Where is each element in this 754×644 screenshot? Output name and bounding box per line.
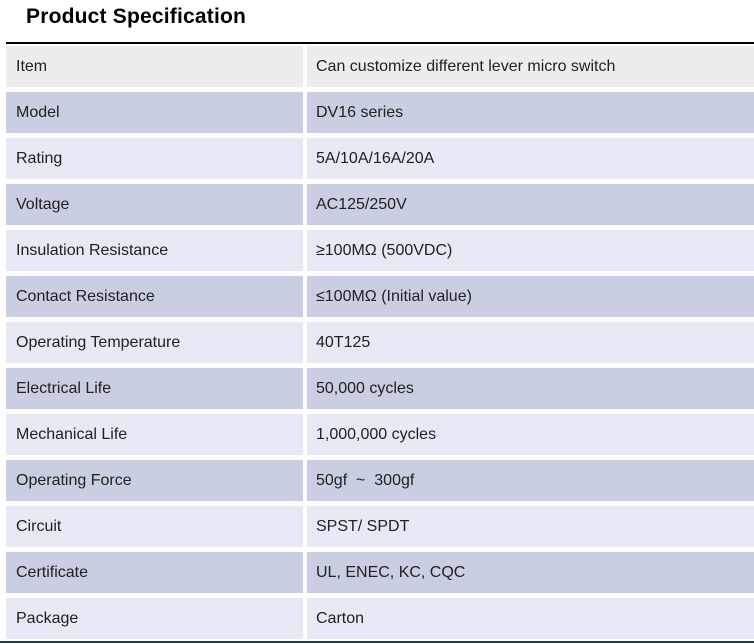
spec-row-operating-force: Operating Force 50gf ~ 300gf [6,460,754,501]
spec-label: Item [6,46,303,87]
spec-label: Circuit [6,506,303,547]
spec-value: 5A/10A/16A/20A [307,138,754,179]
spec-row-electrical-life: Electrical Life 50,000 cycles [6,368,754,409]
spec-row-model: Model DV16 series [6,92,754,133]
spec-row-certificate: Certificate UL, ENEC, KC, CQC [6,552,754,593]
spec-label: Mechanical Life [6,414,303,455]
spec-value: 40T125 [307,322,754,363]
spec-value: ≤100MΩ (Initial value) [307,276,754,317]
spec-value: Carton [307,598,754,639]
spec-label: Electrical Life [6,368,303,409]
spec-label: Certificate [6,552,303,593]
spec-row-mechanical-life: Mechanical Life 1,000,000 cycles [6,414,754,455]
spec-value: Can customize different lever micro swit… [307,46,754,87]
page-title: Product Specification [26,5,247,28]
spec-row-voltage: Voltage AC125/250V [6,184,754,225]
spec-table: Item Can customize different lever micro… [6,42,754,639]
spec-row-rating: Rating 5A/10A/16A/20A [6,138,754,179]
spec-label: Voltage [6,184,303,225]
spec-row-contact-resistance: Contact Resistance ≤100MΩ (Initial value… [6,276,754,317]
spec-value: 50,000 cycles [307,368,754,409]
spec-label: Model [6,92,303,133]
spec-row-operating-temperature: Operating Temperature 40T125 [6,322,754,363]
spec-value: 50gf ~ 300gf [307,460,754,501]
spec-value: DV16 series [307,92,754,133]
spec-row-package: Package Carton [6,598,754,639]
spec-label: Contact Resistance [6,276,303,317]
spec-label: Operating Temperature [6,322,303,363]
spec-value: SPST/ SPDT [307,506,754,547]
spec-label: Operating Force [6,460,303,501]
spec-value: ≥100MΩ (500VDC) [307,230,754,271]
spec-label: Insulation Resistance [6,230,303,271]
spec-label: Package [6,598,303,639]
spec-row-insulation-resistance: Insulation Resistance ≥100MΩ (500VDC) [6,230,754,271]
spec-row-circuit: Circuit SPST/ SPDT [6,506,754,547]
spec-value: 1,000,000 cycles [307,414,754,455]
spec-row-item: Item Can customize different lever micro… [6,46,754,87]
spec-value: UL, ENEC, KC, CQC [307,552,754,593]
spec-label: Rating [6,138,303,179]
table-bottom-border [0,641,754,643]
spec-value: AC125/250V [307,184,754,225]
